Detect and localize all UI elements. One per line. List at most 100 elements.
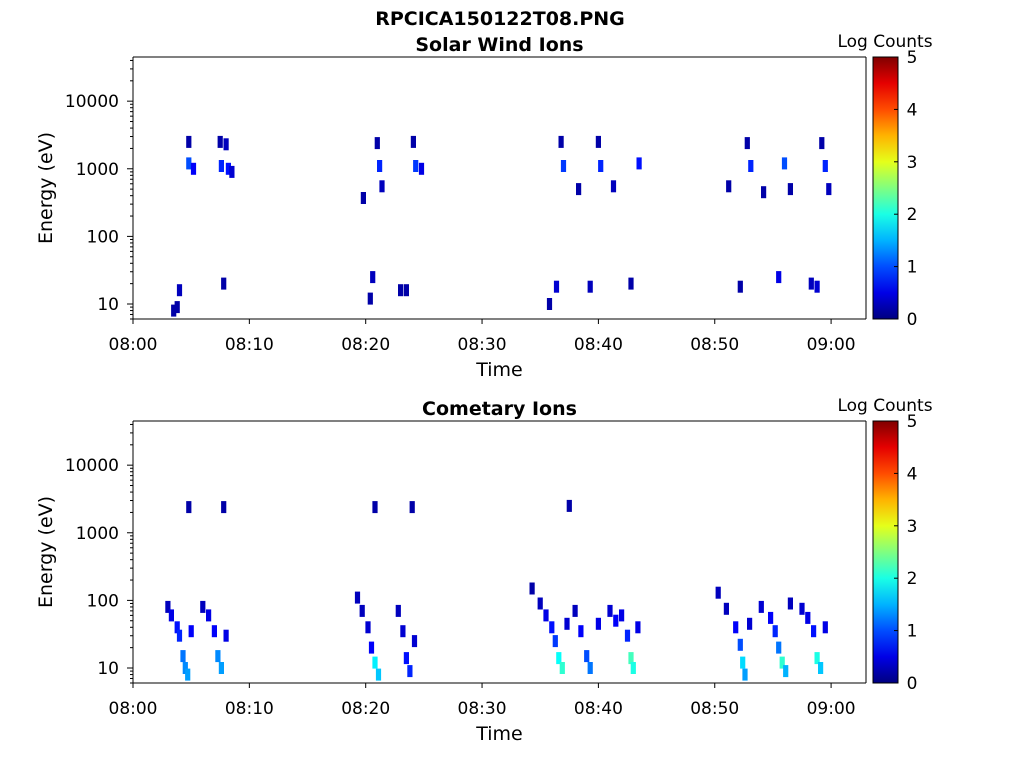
heatmap-cell xyxy=(413,160,419,172)
heatmap-cell xyxy=(811,625,817,638)
heatmap-cell xyxy=(781,157,788,170)
heatmap-cell xyxy=(747,617,753,630)
heatmap-cell xyxy=(223,138,229,151)
heatmap-cell xyxy=(398,284,404,297)
heatmap-cell xyxy=(630,662,636,674)
heatmap-cell xyxy=(537,597,543,610)
heatmap-cell xyxy=(188,625,194,638)
heatmap-cell xyxy=(822,160,828,172)
x-axis-label: Time xyxy=(475,723,523,745)
colorbar-tick-label: 5 xyxy=(907,48,918,68)
heatmap-cell xyxy=(403,652,409,665)
heatmap-cell xyxy=(636,157,642,170)
y-tick-label: 1000 xyxy=(76,160,119,180)
heatmap-cell xyxy=(543,609,549,622)
x-tick-label: 08:00 xyxy=(109,335,158,355)
heatmap-cell xyxy=(407,665,413,678)
heatmap-cell xyxy=(217,135,223,148)
x-tick-label: 09:00 xyxy=(807,699,856,719)
heatmap-cell xyxy=(559,662,565,674)
heatmap-cell xyxy=(221,501,227,514)
x-tick-label: 08:40 xyxy=(574,335,623,355)
x-tick-label: 08:00 xyxy=(109,699,158,719)
heatmap-cell xyxy=(818,662,824,674)
heatmap-cell xyxy=(174,301,180,314)
heatmap-cell xyxy=(211,625,217,638)
heatmap-cell xyxy=(546,298,553,310)
heatmap-cell xyxy=(598,160,604,172)
x-tick-label: 08:10 xyxy=(225,699,274,719)
heatmap-cell xyxy=(776,271,782,284)
x-tick-label: 08:40 xyxy=(574,699,623,719)
heatmap-cell xyxy=(185,668,191,681)
heatmap-cell xyxy=(374,137,380,150)
colorbar-tick-label: 4 xyxy=(907,464,918,484)
heatmap-cell xyxy=(190,162,197,175)
heatmap-cell xyxy=(744,137,750,150)
heatmap-cell xyxy=(165,600,171,613)
heatmap-cell xyxy=(564,617,570,630)
heatmap-cell xyxy=(726,180,732,193)
heatmap-cell xyxy=(176,284,183,297)
x-tick-label: 08:50 xyxy=(690,699,739,719)
y-axis-label: Energy (eV) xyxy=(35,496,57,608)
heatmap-cell xyxy=(595,135,601,148)
heatmap-cell xyxy=(395,604,401,617)
y-axis-label: Energy (eV) xyxy=(35,132,57,244)
colorbar-tick-label: 2 xyxy=(907,569,918,589)
heatmap-cell xyxy=(558,135,564,148)
heatmap-cell xyxy=(529,582,535,595)
heatmap-cell xyxy=(218,160,224,172)
colorbar-tick-label: 1 xyxy=(907,258,918,278)
x-tick-label: 08:30 xyxy=(458,699,507,719)
heatmap-cell xyxy=(737,280,743,293)
heatmap-cell xyxy=(783,665,789,678)
heatmap-cell xyxy=(624,629,631,642)
heatmap-cell xyxy=(200,600,206,613)
heatmap-cell xyxy=(372,656,378,669)
heatmap-cell xyxy=(819,137,825,150)
heatmap-cell xyxy=(418,162,425,175)
y-tick-label: 10 xyxy=(97,295,119,315)
heatmap-cell xyxy=(748,160,754,172)
heatmap-cell xyxy=(368,641,375,654)
x-tick-label: 08:10 xyxy=(225,335,274,355)
x-tick-label: 08:20 xyxy=(341,699,390,719)
heatmap-cell xyxy=(576,183,582,196)
colorbar-tick-label: 0 xyxy=(907,310,918,330)
heatmap-cell xyxy=(206,609,212,622)
x-axis-label: Time xyxy=(475,359,523,381)
heatmap-cell xyxy=(787,597,793,610)
heatmap-cell xyxy=(182,662,188,674)
heatmap-cell xyxy=(572,604,578,617)
y-tick-label: 10000 xyxy=(65,456,119,476)
heatmap-cell xyxy=(174,621,180,634)
heatmap-cell xyxy=(411,635,418,648)
heatmap-cell xyxy=(584,650,590,663)
heatmap-cell xyxy=(225,162,231,175)
heatmap-cell xyxy=(613,614,619,627)
heatmap-cell xyxy=(186,157,192,170)
heatmap-cell xyxy=(403,284,409,297)
heatmap-cell xyxy=(377,160,383,172)
heatmap-cell xyxy=(610,180,617,193)
heatmap-cell xyxy=(758,600,764,613)
colorbar-tick-label: 5 xyxy=(907,412,918,432)
y-tick-label: 10000 xyxy=(65,92,119,112)
y-tick-label: 100 xyxy=(87,227,119,247)
heatmap-cell xyxy=(410,135,416,148)
colorbar-tick-label: 1 xyxy=(907,622,918,642)
x-tick-label: 08:50 xyxy=(690,335,739,355)
heatmap-cell xyxy=(595,617,601,630)
heatmap-cell xyxy=(814,280,820,293)
y-tick-label: 100 xyxy=(87,591,119,611)
heatmap-cell xyxy=(776,641,782,654)
heatmap-cell xyxy=(799,602,805,615)
heatmap-cell xyxy=(805,611,811,624)
heatmap-cell xyxy=(772,625,778,638)
heatmap-cell xyxy=(180,650,186,663)
colorbar xyxy=(872,56,899,320)
heatmap-cell xyxy=(822,621,828,634)
heatmap-cell xyxy=(553,280,560,293)
heatmap-cell xyxy=(635,621,641,634)
